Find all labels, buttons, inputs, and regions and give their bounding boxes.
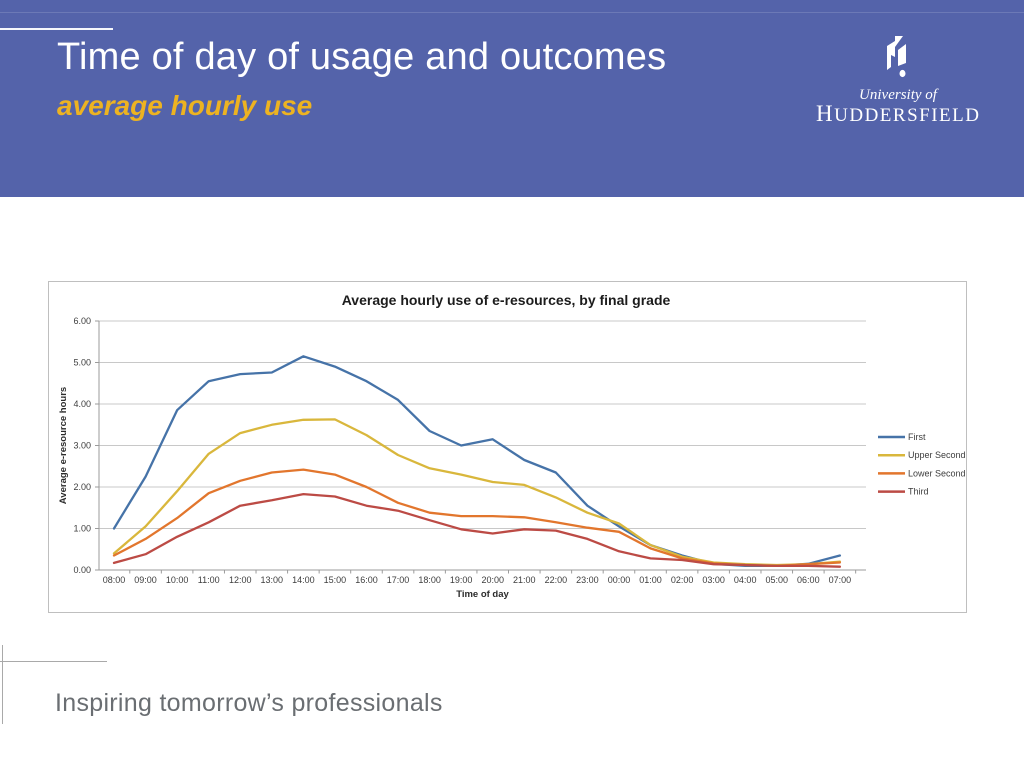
chart-title: Average hourly use of e-resources, by fi… bbox=[342, 292, 671, 308]
header-band: Time of day of usage and outcomes averag… bbox=[0, 0, 1024, 197]
x-tick-label: 05:00 bbox=[765, 575, 788, 585]
header-highlight-line bbox=[0, 12, 1024, 13]
x-tick-label: 06:00 bbox=[797, 575, 820, 585]
legend-label-third: Third bbox=[908, 487, 929, 497]
chart-container: Average hourly use of e-resources, by fi… bbox=[48, 281, 967, 613]
line-chart: Average hourly use of e-resources, by fi… bbox=[58, 292, 966, 600]
y-tick-label: 3.00 bbox=[73, 441, 91, 451]
slide-title: Time of day of usage and outcomes bbox=[57, 36, 667, 78]
x-tick-label: 01:00 bbox=[639, 575, 662, 585]
x-tick-label: 19:00 bbox=[450, 575, 473, 585]
x-axis-title: Time of day bbox=[456, 589, 509, 600]
x-tick-label: 00:00 bbox=[608, 575, 631, 585]
university-logo-university-of: University of bbox=[859, 87, 937, 103]
y-tick-label: 1.00 bbox=[73, 524, 91, 534]
x-tick-label: 10:00 bbox=[166, 575, 189, 585]
x-tick-label: 07:00 bbox=[829, 575, 852, 585]
x-tick-label: 04:00 bbox=[734, 575, 757, 585]
x-tick-label: 23:00 bbox=[576, 575, 599, 585]
y-axis-title: Average e-resource hours bbox=[58, 387, 69, 504]
x-tick-label: 08:00 bbox=[103, 575, 126, 585]
huddersfield-logo-mark-icon bbox=[887, 36, 906, 78]
x-tick-label: 16:00 bbox=[355, 575, 378, 585]
x-tick-label: 11:00 bbox=[198, 575, 220, 585]
x-tick-label: 09:00 bbox=[134, 575, 157, 585]
footer-crop-mark-horizontal bbox=[0, 661, 107, 662]
header-crop-mark bbox=[0, 28, 113, 30]
y-tick-label: 4.00 bbox=[73, 399, 91, 409]
legend-label-lower-second: Lower Second bbox=[908, 468, 966, 478]
series-line-first bbox=[112, 355, 842, 568]
series-line-lower-second bbox=[112, 468, 842, 568]
slide-subtitle: average hourly use bbox=[57, 90, 313, 121]
y-tick-label: 2.00 bbox=[73, 482, 91, 492]
legend-label-first: First bbox=[908, 432, 926, 442]
university-logo: University of HUDDERSFIELD bbox=[816, 36, 980, 126]
x-tick-label: 13:00 bbox=[261, 575, 284, 585]
x-tick-label: 22:00 bbox=[545, 575, 568, 585]
footer-crop-mark-vertical bbox=[2, 645, 3, 724]
x-tick-label: 21:00 bbox=[513, 575, 536, 585]
x-tick-label: 12:00 bbox=[229, 575, 252, 585]
series-line-third bbox=[112, 492, 842, 568]
x-tick-label: 14:00 bbox=[292, 575, 315, 585]
y-tick-label: 5.00 bbox=[73, 358, 91, 368]
y-tick-label: 6.00 bbox=[73, 316, 91, 326]
y-tick-label: 0.00 bbox=[73, 565, 91, 575]
x-tick-label: 20:00 bbox=[481, 575, 504, 585]
x-tick-label: 18:00 bbox=[418, 575, 441, 585]
x-tick-label: 02:00 bbox=[671, 575, 694, 585]
legend-label-upper-second: Upper Second bbox=[908, 450, 966, 460]
footer-tagline: Inspiring tomorrow’s professionals bbox=[55, 689, 443, 717]
x-tick-label: 17:00 bbox=[387, 575, 410, 585]
x-tick-label: 03:00 bbox=[702, 575, 725, 585]
x-tick-label: 15:00 bbox=[324, 575, 347, 585]
university-logo-name: HUDDERSFIELD bbox=[816, 101, 981, 126]
